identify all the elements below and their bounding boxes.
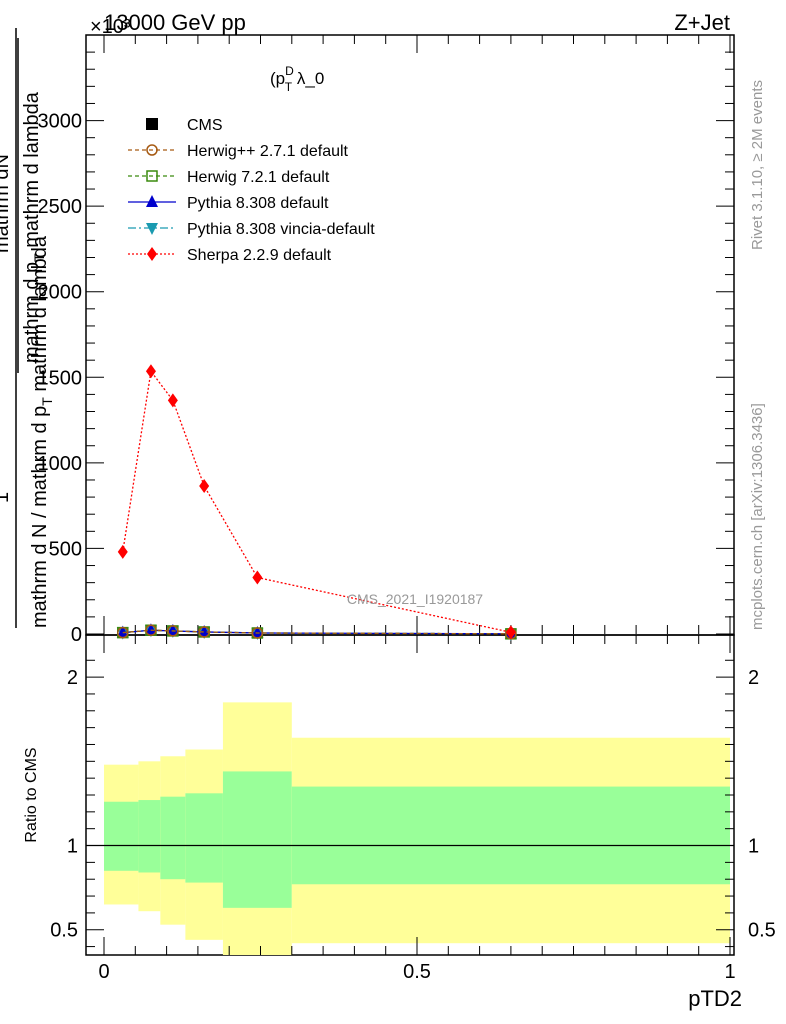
legend-item-2: Herwig 7.2.1 default [128, 169, 330, 186]
ratio-axes: 0 0.5 1 0.5 0.5 1 1 2 2 [50, 635, 776, 983]
legend-marker-diamond [147, 247, 157, 261]
legend-label: Herwig++ 2.7.1 default [187, 143, 349, 160]
ratio-ytick-label-2: 2 [67, 667, 78, 689]
legend-label: Herwig 7.2.1 default [187, 169, 330, 186]
ratio-xtick-label-1: 1 [724, 961, 735, 983]
main-axes: 0 500 1000 1500 2000 2500 3000 [38, 35, 734, 646]
watermark: CMS_2021_I1920187 [347, 591, 483, 607]
ratio-xtick-label-0.5: 0.5 [403, 961, 431, 983]
legend-marker-open-square [146, 170, 158, 182]
legend: CMS Herwig++ 2.7.1 default Herwig 7.2.1 de… [128, 117, 375, 264]
ratio-inner-band-0 [104, 801, 139, 871]
series-point [252, 570, 263, 585]
ratio-ytick-label-right-2: 2 [748, 667, 759, 689]
series-point [117, 626, 129, 639]
series-point [145, 624, 157, 636]
ylabel-inner-numerator: mathrm dN [0, 154, 13, 253]
ratio-bands [104, 702, 730, 955]
rivet-label: Rivet 3.1.10, ≥ 2M events [749, 80, 766, 250]
series-point [166, 623, 179, 636]
legend-marker-open-circle [146, 144, 158, 156]
series-point [167, 393, 178, 408]
series-point [167, 625, 179, 637]
legend-label: Pythia 8.308 default [187, 195, 329, 212]
x-axis-label: pTD2 [688, 986, 742, 1011]
mcplots-label: mcplots.cern.ch [arXiv:1306.3436] [749, 403, 766, 630]
series-point [505, 625, 516, 640]
series-point [251, 627, 264, 639]
legend-marker-triangle-down [146, 223, 158, 235]
series-point [198, 624, 211, 637]
legend-item-4: Pythia 8.308 vincia-default [128, 221, 375, 238]
ratio-inner-band-2 [160, 796, 186, 880]
ratio-inner-band-4 [222, 771, 292, 908]
series-layer [116, 364, 517, 641]
main-ytick-label-0: 0 [71, 624, 82, 646]
ratio-ytick-label-right-1: 1 [748, 836, 759, 858]
legend-marker-square [146, 118, 158, 130]
main-ytick-label-2000: 2000 [38, 282, 83, 304]
legend-item-0: CMS [146, 117, 223, 134]
legend-label: Pythia 8.308 vincia-default [187, 221, 375, 238]
series-point [199, 478, 210, 493]
series-point [116, 625, 129, 638]
ratio-inner-band-1 [138, 800, 161, 873]
series-point [145, 364, 156, 379]
ratio-xtick-label-0: 0 [98, 961, 109, 983]
ratio-y-axis-label: Ratio to CMS [23, 747, 40, 842]
main-ytick-label-3000: 3000 [38, 111, 83, 133]
ratio-ytick-label-0.5: 0.5 [50, 920, 78, 942]
ylabel-one: 1 [0, 492, 13, 503]
process-label: Z+Jet [674, 10, 730, 35]
legend-item-5: Sherpa 2.2.9 default [128, 247, 332, 264]
series-point [198, 626, 210, 638]
series-point [251, 625, 264, 638]
series-point [144, 623, 157, 636]
plot-title: (pD T λ_0 [270, 64, 324, 94]
series-point [117, 544, 128, 559]
ratio-inner-band-3 [185, 793, 223, 883]
main-ytick-label-2500: 2500 [38, 196, 83, 218]
legend-item-1: Herwig++ 2.7.1 default [128, 143, 349, 160]
series-line-4 [122, 369, 512, 633]
legend-label: Sherpa 2.2.9 default [187, 247, 332, 264]
main-ytick-label-500: 500 [49, 538, 82, 560]
y-multiplier-label: ×10³ [90, 16, 131, 38]
ylabel-inner-denominator: mathrm d pT mathrm d lambda [21, 91, 47, 363]
energy-label: 13000 GeV pp [104, 10, 246, 35]
ratio-ytick-label-right-0.5: 0.5 [748, 920, 776, 942]
main-ytick-label-1000: 1000 [38, 453, 83, 475]
legend-marker-triangle-up [146, 195, 158, 207]
ratio-inner-band-5 [291, 786, 730, 885]
main-plot-frame [85, 34, 735, 636]
legend-label: CMS [187, 117, 223, 134]
main-ytick-label-1500: 1500 [38, 367, 83, 389]
ratio-ytick-label-1: 1 [67, 836, 78, 858]
main-y-axis-label: mathrm d N / mathrm d pT mathrm d lambda… [0, 28, 55, 628]
ylabel-denominator: mathrm d N / mathrm d pT mathrm d lambda [29, 235, 55, 628]
legend-item-3: Pythia 8.308 default [128, 195, 329, 212]
